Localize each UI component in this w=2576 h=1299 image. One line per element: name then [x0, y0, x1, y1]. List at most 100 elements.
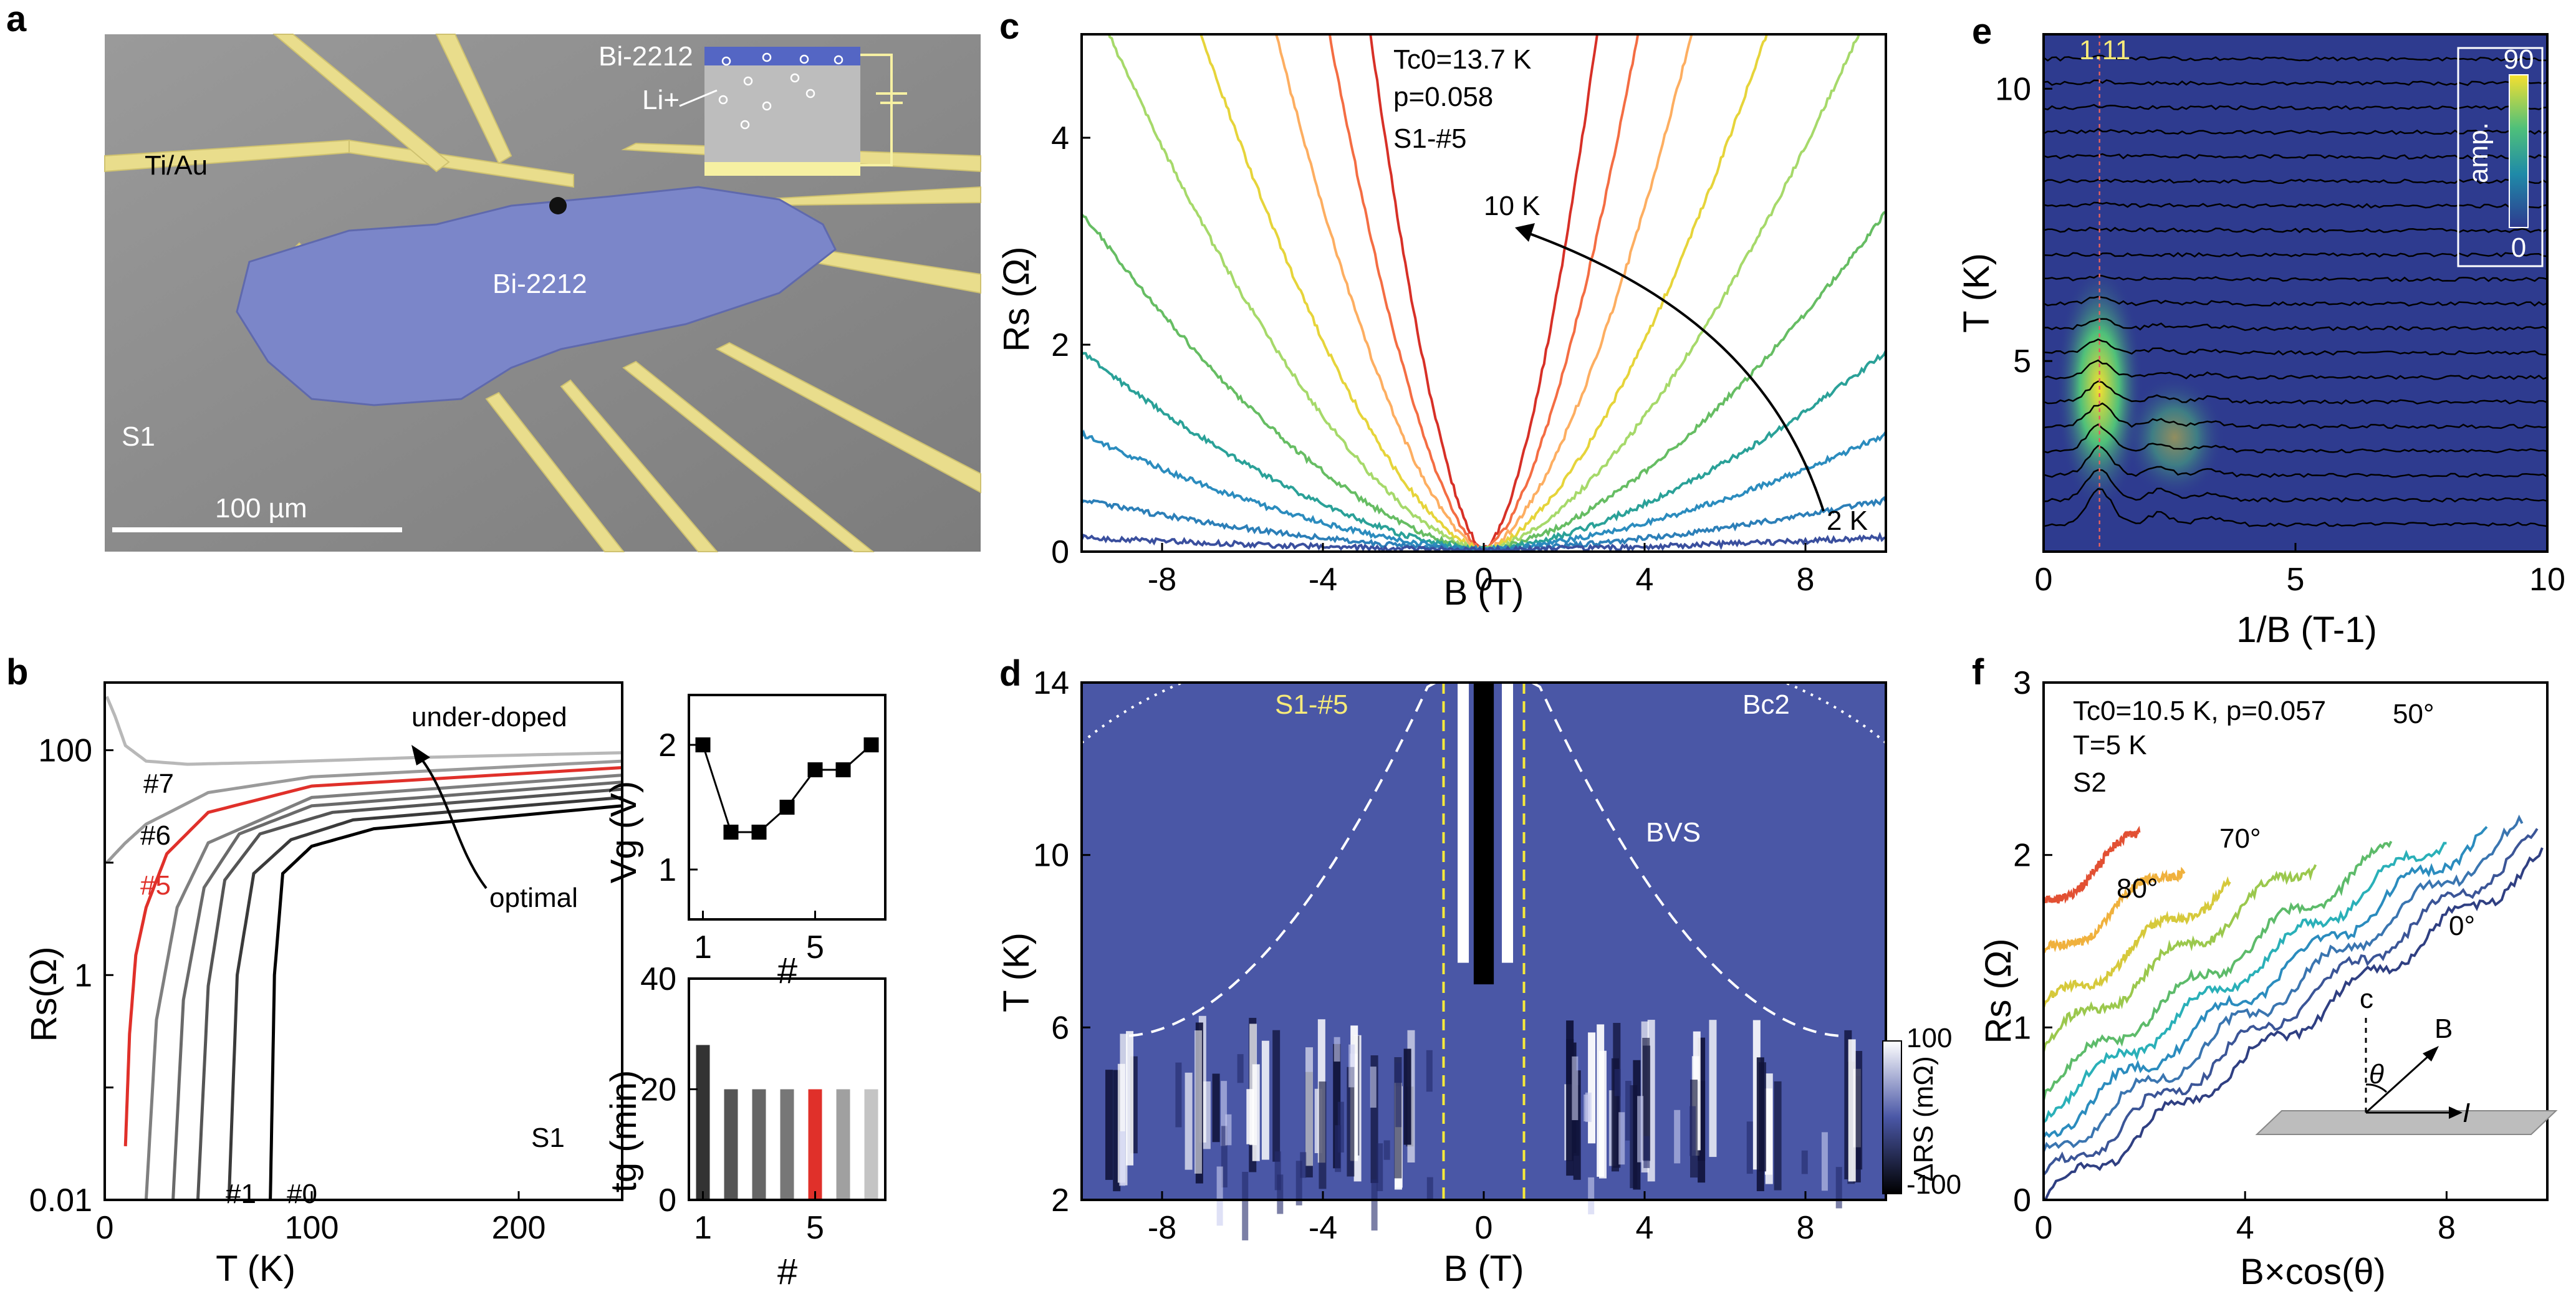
- f-inset-c: c: [2360, 984, 2373, 1014]
- e-ytick-label: 10: [1995, 71, 2031, 107]
- d-fringe: [1855, 1051, 1863, 1170]
- vg-point: [751, 825, 767, 840]
- inset-schematic: Bi-2212 Li+: [598, 41, 907, 176]
- d-bvs-left: [1122, 681, 1436, 1038]
- d-speckle: [1572, 1056, 1579, 1121]
- panel-label-b: b: [6, 652, 28, 693]
- d-speckle: [1643, 1136, 1650, 1168]
- inset-layer-label: Bi-2212: [598, 41, 693, 72]
- d-ylabel: T (K): [996, 932, 1037, 1012]
- tg-bar-1: [696, 1045, 710, 1200]
- d-speckle: [1395, 1063, 1402, 1128]
- b-ann-0: #0: [287, 1179, 317, 1209]
- d-xlabel: B (T): [1444, 1249, 1524, 1289]
- panel-label-e: e: [1972, 11, 1992, 52]
- e-trace: [2043, 79, 2548, 86]
- f-ytick-label: 2: [2013, 838, 2031, 874]
- d-fringe: [1126, 1031, 1134, 1166]
- d-bvs-right: [1531, 681, 1846, 1038]
- d-ytick-label: 6: [1051, 1010, 1069, 1046]
- c-ann-sample: S1-#5: [1393, 123, 1466, 154]
- d-fringe: [1765, 1073, 1773, 1184]
- d-fringe: [1758, 1062, 1766, 1172]
- d-fringe: [1252, 1064, 1260, 1161]
- d-speckle: [1377, 1143, 1383, 1191]
- f-curve-0°: [2044, 847, 2544, 1200]
- d-speckle: [1426, 1177, 1433, 1200]
- flake: [236, 186, 837, 406]
- panel-c: c -8 -4 0 4 8 0 2 4 B (T) Rs (Ω) Tc0=13.7 K p=0…: [996, 6, 1887, 613]
- d-speckle: [1335, 1125, 1342, 1172]
- panel-label-d: d: [999, 653, 1021, 694]
- d-fringe: [1566, 1020, 1574, 1161]
- tg-bar-5: [808, 1089, 822, 1200]
- vg-xlabel: #: [777, 951, 797, 991]
- f-ytick-label: 0: [2013, 1182, 2031, 1219]
- rt-curve-#6: [105, 759, 623, 864]
- f-inset-B: B: [2434, 1014, 2453, 1044]
- panel-label-f: f: [1972, 652, 1984, 693]
- d-fringe: [1630, 1085, 1638, 1189]
- e-trace: [2043, 178, 2548, 185]
- vg-point: [863, 737, 879, 752]
- rt-plot: 0 100 200 0.01 1 100: [29, 681, 623, 1246]
- b-ytick-label: 0.01: [29, 1182, 92, 1219]
- rt-curve-#3: [171, 780, 623, 1201]
- f-curve-20°: [2044, 814, 2524, 1153]
- f-xtick-label: 0: [2035, 1210, 2053, 1246]
- f-curve-75°: [2044, 866, 2186, 954]
- d-speckle: [1348, 1044, 1355, 1088]
- c-ann-10k: 10 K: [1484, 191, 1540, 221]
- tg-bar-4: [780, 1089, 794, 1200]
- panel-label-a: a: [6, 0, 27, 39]
- d-speckle: [1674, 1110, 1681, 1164]
- e-cb-label: amp.: [2463, 122, 2494, 183]
- rt-curve-#7: [105, 696, 623, 766]
- b-ann-1: #1: [226, 1179, 256, 1209]
- c-xtick-label: 4: [1636, 562, 1654, 598]
- d-speckle: [1334, 1037, 1340, 1062]
- d-xtick-label: -4: [1309, 1210, 1337, 1246]
- vg-inset: 1 512: [658, 694, 887, 966]
- d-cb-max: 100: [1906, 1023, 1952, 1053]
- f-curve-10°: [2044, 828, 2539, 1176]
- rt-curve-#4: [144, 774, 623, 1201]
- d-speckle: [1237, 1054, 1244, 1083]
- e-trace: [2043, 338, 2548, 356]
- d-speckle: [1175, 1062, 1182, 1128]
- b-ann-sample: S1: [531, 1123, 565, 1153]
- panel-label-c: c: [999, 6, 1019, 47]
- panel-a: a Ti/Au Bi-2212 S1 100 µm: [6, 0, 981, 552]
- d-fringe: [1597, 1024, 1605, 1177]
- tg-bar-2: [724, 1089, 738, 1200]
- tg-ylabel: tg (min): [603, 1070, 644, 1193]
- d-speckle: [1746, 1121, 1753, 1174]
- mr-plot: -8 -4 0 4 8 0 2 4: [1051, 33, 1887, 598]
- tg-inset: 1 5 0 20 40: [640, 961, 887, 1246]
- tg-ytick-label: 40: [640, 961, 676, 997]
- e-colorbar: [2509, 74, 2529, 228]
- d-speckle: [1625, 1081, 1632, 1141]
- d-speckle: [1370, 1067, 1377, 1108]
- b-ann-optimal: optimal: [489, 883, 578, 913]
- d-fringe: [1588, 1032, 1596, 1144]
- b-xlabel: T (K): [216, 1249, 296, 1289]
- d-fringe: [1774, 1081, 1782, 1191]
- vortex-map: -8 -4 0 4 8 2 6 10 14: [1033, 665, 1887, 1246]
- d-speckle: [1118, 1131, 1125, 1186]
- e-trace: [2043, 487, 2548, 527]
- d-speckle: [1221, 1081, 1228, 1146]
- b-ann-underdoped: under-doped: [411, 702, 567, 732]
- d-colorbar: [1882, 1040, 1902, 1194]
- d-ytick-label: 2: [1051, 1182, 1069, 1219]
- d-speckle: [1588, 1177, 1595, 1215]
- d-speckle: [1221, 1126, 1228, 1188]
- d-speckle: [1614, 1069, 1621, 1096]
- b-ytick-label: 1: [74, 957, 92, 994]
- d-fringe: [1212, 1073, 1220, 1143]
- f-ann-0: 0°: [2449, 911, 2475, 941]
- d-fringe: [1848, 1039, 1856, 1182]
- inset-ion-label: Li+: [642, 85, 680, 115]
- c-ytick-label: 4: [1051, 120, 1069, 156]
